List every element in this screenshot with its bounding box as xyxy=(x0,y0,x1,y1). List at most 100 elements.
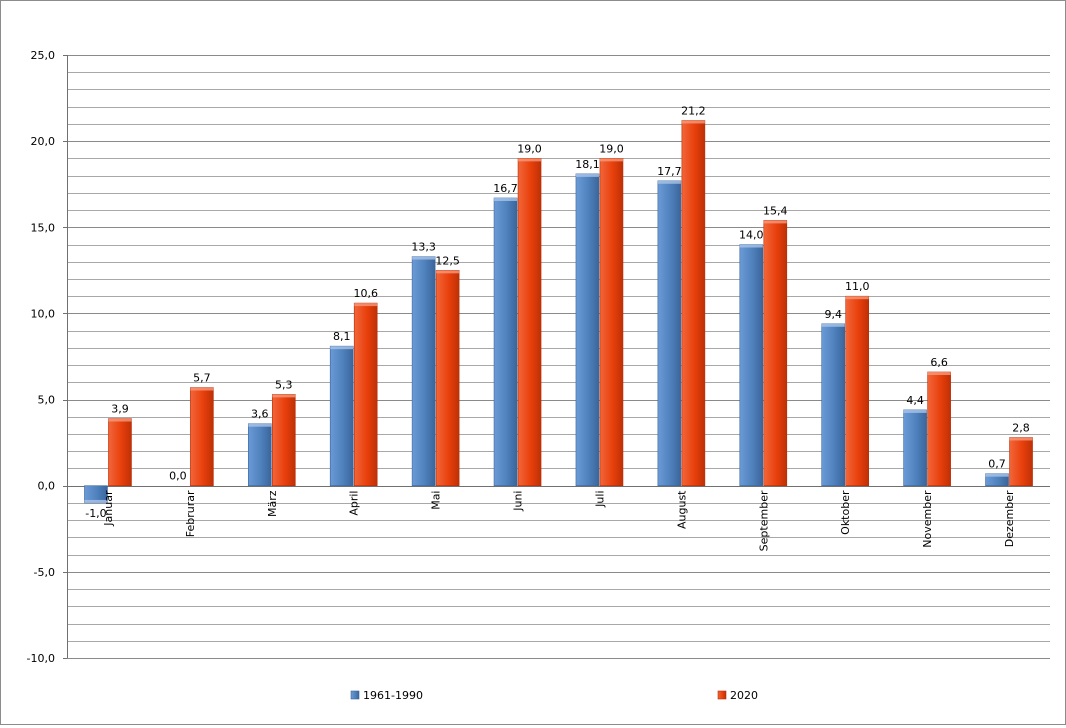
data-label: 9,4 xyxy=(824,308,842,321)
bar-cap xyxy=(821,323,845,327)
y-tick-label: 15,0 xyxy=(31,221,56,234)
bar-cap xyxy=(494,197,518,201)
data-label: 5,7 xyxy=(193,372,211,385)
data-label: 4,4 xyxy=(906,394,924,407)
data-label: 12,5 xyxy=(435,254,460,267)
y-tick-label: -10,0 xyxy=(27,652,55,665)
data-label: 19,0 xyxy=(517,142,542,155)
category-label: April xyxy=(348,491,361,516)
y-tick-label: 5,0 xyxy=(38,394,56,407)
data-label: 21,2 xyxy=(681,104,706,117)
bar-series1 xyxy=(657,180,682,487)
bars xyxy=(84,120,1033,504)
category-label: März xyxy=(266,490,279,517)
data-label: 3,9 xyxy=(111,403,129,416)
y-tick-label: -5,0 xyxy=(34,566,55,579)
bar-cap xyxy=(927,372,951,376)
bar-cap xyxy=(739,244,763,248)
y-tick-label: 20,0 xyxy=(31,135,56,148)
data-label: 5,3 xyxy=(275,378,293,391)
bar-series2 xyxy=(435,270,460,487)
bar-series2 xyxy=(599,158,624,487)
bar-series1 xyxy=(821,323,846,487)
bar-series2 xyxy=(927,371,951,487)
grid-lines xyxy=(67,55,1050,659)
y-tick-label: 0,0 xyxy=(38,480,56,493)
data-label: 8,1 xyxy=(333,330,351,343)
y-tick-label: 25,0 xyxy=(31,49,56,62)
data-label: 14,0 xyxy=(739,229,764,242)
legend-swatch xyxy=(350,690,360,700)
bar-cap xyxy=(1009,437,1033,441)
bar-cap xyxy=(108,418,132,422)
bar-cap xyxy=(518,158,542,162)
category-label: September xyxy=(757,490,770,551)
bar-cap xyxy=(248,423,272,427)
bar-cap xyxy=(657,180,681,184)
category-label: Juli xyxy=(593,491,606,508)
data-label: 15,4 xyxy=(763,204,788,217)
data-label: 11,0 xyxy=(845,280,870,293)
bar-series1 xyxy=(247,423,272,487)
y-axis: -10,0 -5,0 0,0 5,0 10,0 15,0 20,0 25,0 xyxy=(27,49,68,665)
bar-series2 xyxy=(681,120,706,487)
bar-cap xyxy=(763,220,787,224)
bar-cap xyxy=(599,158,623,162)
category-label: November xyxy=(921,490,934,548)
bar-cap xyxy=(575,173,599,177)
category-label: Februrar xyxy=(184,490,197,537)
category-label: August xyxy=(675,490,688,529)
bar-cap xyxy=(985,473,1009,477)
bar-cap xyxy=(436,270,460,274)
category-label: Oktober xyxy=(839,490,852,535)
bar-series2 xyxy=(271,394,296,487)
bar-series1 xyxy=(411,256,436,487)
data-label: 13,3 xyxy=(411,241,436,254)
data-label: 16,7 xyxy=(493,182,518,195)
bar-series2 xyxy=(1009,437,1033,487)
bar-series1 xyxy=(739,244,764,487)
data-label: 6,6 xyxy=(930,356,948,369)
category-labels: Januar Februrar März April Mai Juni Juli August… xyxy=(102,490,1016,551)
data-label: 3,6 xyxy=(251,408,269,421)
data-label: 0,7 xyxy=(988,458,1006,471)
data-label: 17,7 xyxy=(657,165,682,178)
bar-cap xyxy=(845,296,869,300)
category-label: Mai xyxy=(430,491,443,510)
bar-cap xyxy=(84,499,108,503)
y-tick-label: 10,0 xyxy=(31,307,56,320)
bar-cap xyxy=(330,346,354,350)
bar-cap xyxy=(354,303,378,307)
legend-label: 2020 xyxy=(730,689,758,702)
bar-cap xyxy=(272,394,296,398)
data-label: 19,0 xyxy=(599,142,624,155)
legend-label: 1961-1990 xyxy=(363,689,423,702)
bar-series1 xyxy=(903,409,927,487)
bar-series2 xyxy=(763,220,788,487)
bar-series1 xyxy=(575,173,600,487)
bar-series1 xyxy=(329,345,354,487)
data-label: 10,6 xyxy=(353,287,378,300)
bar-series1 xyxy=(493,197,518,487)
data-label: -1,0 xyxy=(85,507,106,520)
legend: 1961-1990 2020 xyxy=(350,689,758,702)
bar-series2 xyxy=(845,295,870,487)
bar-series2 xyxy=(353,302,378,487)
data-label: 2,8 xyxy=(1012,421,1030,434)
category-label: Dezember xyxy=(1003,490,1016,547)
bar-cap xyxy=(681,120,705,124)
bar-cap xyxy=(903,409,927,413)
category-label: Juni xyxy=(512,491,525,512)
bar-cap xyxy=(412,256,436,260)
category-label: Januar xyxy=(102,490,115,527)
bar-series2 xyxy=(517,158,542,487)
data-label: 0,0 xyxy=(169,470,187,483)
legend-swatch xyxy=(717,690,727,700)
bar-series2 xyxy=(108,418,132,487)
data-labels: -1,0 3,9 0,0 5,7 3,6 5,3 8,1 10,6 13,312,5 16,7 19… xyxy=(85,104,1030,519)
bar-series2 xyxy=(190,387,214,487)
bar-cap xyxy=(190,387,214,391)
data-label: 18,1 xyxy=(575,158,600,171)
